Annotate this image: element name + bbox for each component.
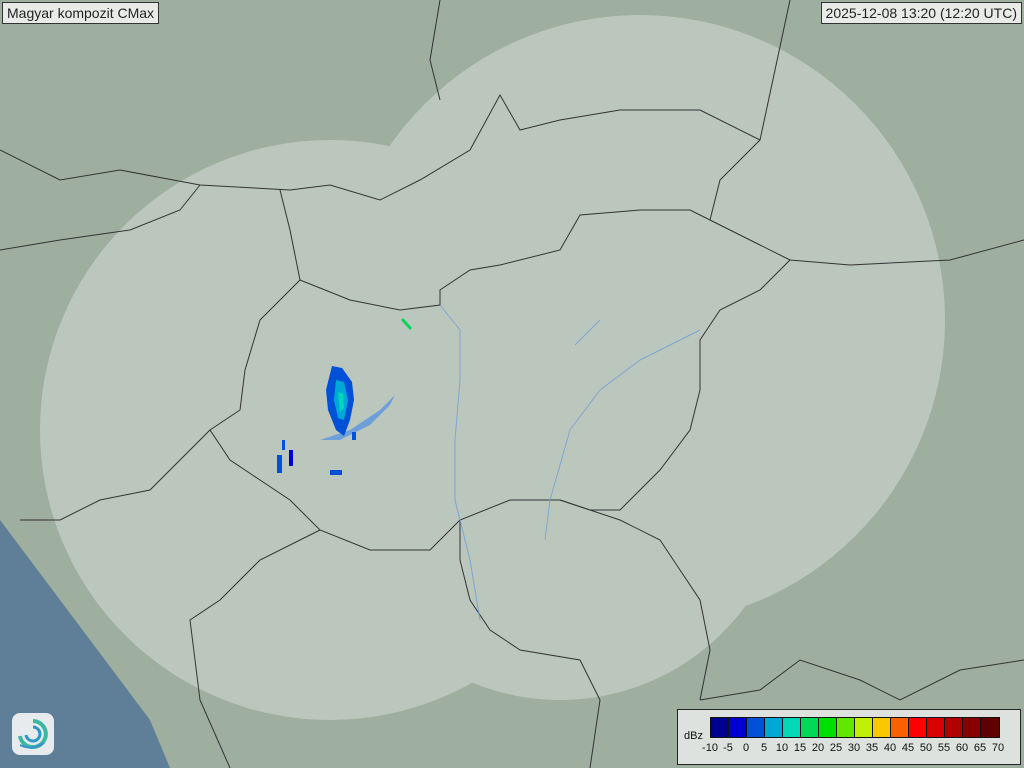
legend-tick-label: -5: [723, 742, 733, 754]
legend-tick-label: 30: [847, 742, 861, 754]
legend-swatch: [783, 718, 801, 737]
legend-tick-label: 10: [775, 742, 789, 754]
legend-tick-label: 15: [793, 742, 807, 754]
legend-tick-label: 40: [883, 742, 897, 754]
legend-tick-label: 60: [955, 742, 969, 754]
legend-swatch: [711, 718, 729, 737]
timestamp-label: 2025-12-08 13:20 (12:20 UTC): [820, 2, 1022, 24]
legend-tick-label: 45: [901, 742, 915, 754]
rivers: [439, 304, 701, 621]
legend-swatch: [729, 718, 747, 737]
legend-tick-label: 20: [811, 742, 825, 754]
legend-color-bar: [710, 717, 1000, 738]
legend-tick-label: 25: [829, 742, 843, 754]
legend-tick-label: -10: [702, 742, 718, 754]
sea-adriatic: [0, 520, 170, 768]
legend-tick-label: 65: [973, 742, 987, 754]
legend-tick-label: 35: [865, 742, 879, 754]
legend-swatch: [765, 718, 783, 737]
legend-ticks: -10 -5 0 5 10 15 20 25 30 35 40 45 50 55 60 65 70: [702, 742, 1016, 756]
dbz-legend: dBz -10 -5 0 5 10 15 20 25 30 35 40 45 50 55 60 65 70: [677, 709, 1021, 765]
legend-unit: dBz: [684, 730, 703, 742]
legend-swatch: [801, 718, 819, 737]
legend-swatch: [963, 718, 981, 737]
swirl-logo-icon: [12, 713, 54, 755]
legend-swatch: [945, 718, 963, 737]
legend-swatch: [747, 718, 765, 737]
legend-swatch: [819, 718, 837, 737]
radar-echoes: [277, 318, 412, 475]
legend-tick-label: 5: [760, 742, 768, 754]
legend-swatch: [909, 718, 927, 737]
map-title: Magyar kompozit CMax: [2, 2, 160, 24]
legend-swatch: [981, 718, 999, 737]
legend-tick-label: 55: [937, 742, 951, 754]
legend-tick-label: 50: [919, 742, 933, 754]
legend-swatch: [891, 718, 909, 737]
legend-tick-label: 70: [991, 742, 1005, 754]
radar-coverage: [40, 15, 945, 720]
legend-swatch: [837, 718, 855, 737]
lake-balaton: [320, 395, 395, 440]
legend-tick-label: 0: [742, 742, 750, 754]
legend-swatch: [873, 718, 891, 737]
legend-swatch: [855, 718, 873, 737]
legend-swatch: [927, 718, 945, 737]
